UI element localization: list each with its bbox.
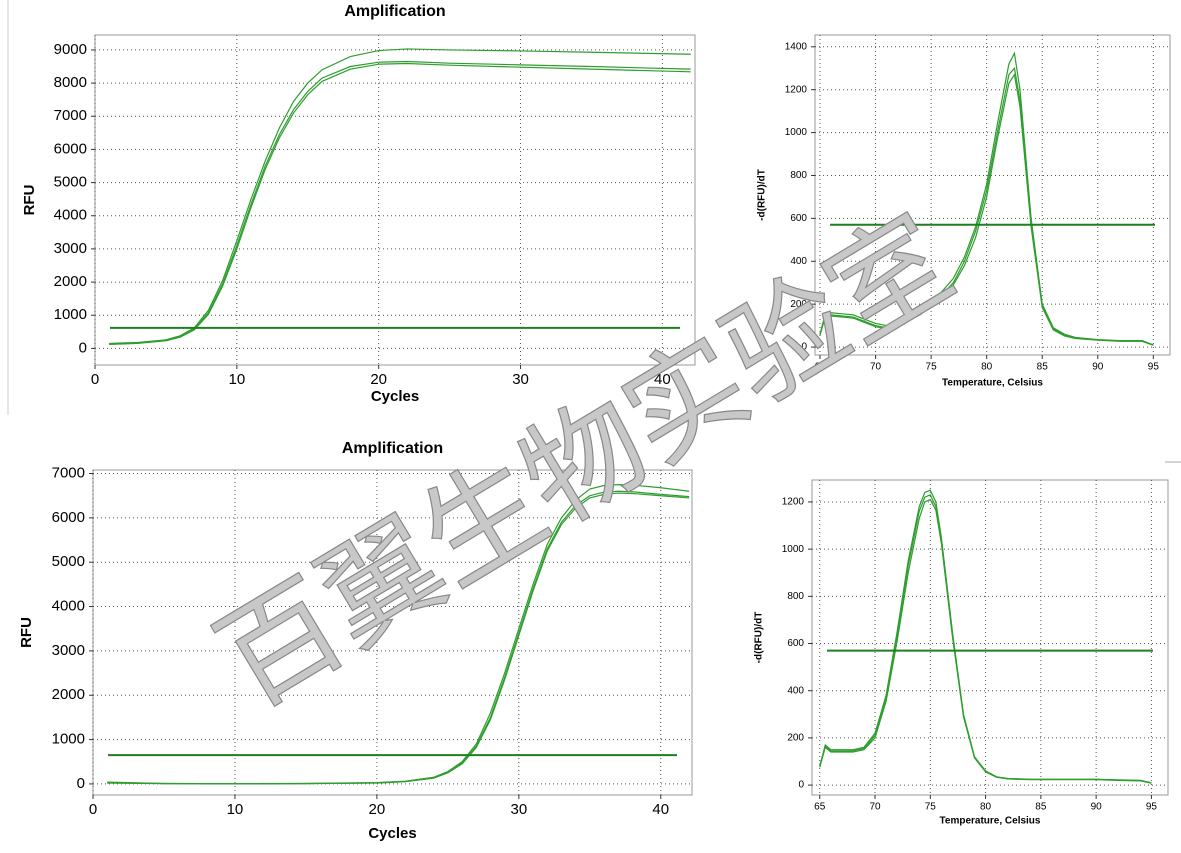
x-tick-label: 0 <box>91 371 99 388</box>
chart: 0 1000 2000 3000 4000 5000 6000 7000 0 10 20 30 40 Am… <box>18 440 693 842</box>
y-tick-label: 1000 <box>52 731 85 748</box>
y-tick-label: 1000 <box>782 544 805 555</box>
y-tick-label: 0 <box>79 339 87 356</box>
x-tick-label: 20 <box>370 371 387 388</box>
x-tick-label: 65 <box>814 362 826 373</box>
x-axis-label: Temperature, Celsius <box>942 378 1043 389</box>
y-tick-label: 800 <box>787 591 804 602</box>
y-tick-label: 5000 <box>52 553 85 570</box>
y-tick-label: 600 <box>790 213 807 224</box>
x-tick-label: 30 <box>512 371 529 388</box>
x-tick-label: 80 <box>980 802 992 813</box>
y-tick-label: 6000 <box>54 140 87 157</box>
y-tick-label: 2000 <box>52 686 85 703</box>
plot-frame <box>92 469 693 796</box>
x-tick-label: 30 <box>510 801 527 818</box>
chart: 0 200 400 600 800 1000 1200 1400 65 70 75 80 85 90 95 T… <box>757 34 1171 389</box>
y-tick-label: 8000 <box>54 74 87 91</box>
x-tick-label: 40 <box>652 801 669 818</box>
x-tick-label: 95 <box>1148 362 1160 373</box>
y-tick-label: 0 <box>801 342 807 353</box>
chart-title: Amplification <box>344 3 445 20</box>
y-tick-label: 5000 <box>54 174 87 191</box>
y-tick-label: 1000 <box>785 127 808 138</box>
chart-title: Amplification <box>342 440 443 457</box>
x-tick-label: 0 <box>89 801 97 818</box>
y-tick-label: 200 <box>790 299 807 310</box>
y-tick-label: 400 <box>787 685 804 696</box>
y-axis-label: RFU <box>21 185 38 216</box>
y-tick-label: 0 <box>798 780 804 791</box>
x-tick-label: 65 <box>814 802 826 813</box>
plot-frame <box>814 34 1171 356</box>
curve <box>109 48 691 345</box>
x-tick-label: 70 <box>870 362 882 373</box>
curve <box>109 62 691 346</box>
y-axis-label: -d(RFU)/dT <box>757 169 768 221</box>
x-tick-label: 40 <box>654 371 671 388</box>
curve <box>819 498 1152 784</box>
y-tick-label: 1000 <box>54 306 87 323</box>
y-tick-label: 3000 <box>54 240 87 257</box>
y-tick-label: 0 <box>77 775 85 792</box>
curve <box>107 492 690 785</box>
chart: 0 200 400 600 800 1000 1200 65 70 75 80 85 90 95 Tempe… <box>754 479 1169 827</box>
x-tick-label: 90 <box>1091 802 1103 813</box>
x-axis-label: Cycles <box>371 388 419 405</box>
curve <box>819 73 1154 346</box>
x-tick-label: 75 <box>925 802 937 813</box>
chart: 0 1000 2000 3000 4000 5000 6000 7000 8000 9000 0 10… <box>21 3 696 405</box>
y-axis-label: RFU <box>18 617 35 648</box>
y-tick-label: 4000 <box>54 207 87 224</box>
y-tick-label: 9000 <box>54 41 87 58</box>
x-tick-label: 90 <box>1092 362 1104 373</box>
x-tick-label: 95 <box>1146 802 1158 813</box>
y-tick-label: 1200 <box>782 497 805 508</box>
plot-frame <box>94 34 696 366</box>
y-axis-label: -d(RFU)/dT <box>754 612 765 664</box>
y-tick-label: 200 <box>787 733 804 744</box>
y-tick-label: 1400 <box>785 41 808 52</box>
y-tick-label: 1200 <box>785 84 808 95</box>
x-axis-label: Temperature, Celsius <box>940 816 1041 827</box>
y-tick-label: 7000 <box>52 465 85 482</box>
y-tick-label: 4000 <box>52 598 85 615</box>
y-tick-label: 400 <box>790 256 807 267</box>
x-axis-label: Cycles <box>368 825 416 842</box>
x-tick-label: 75 <box>926 362 938 373</box>
y-tick-label: 3000 <box>52 642 85 659</box>
plot-frame <box>811 479 1169 796</box>
curve <box>109 60 691 345</box>
x-tick-label: 85 <box>1037 362 1049 373</box>
y-tick-label: 6000 <box>52 509 85 526</box>
y-tick-label: 800 <box>790 170 807 181</box>
x-tick-label: 80 <box>981 362 993 373</box>
y-tick-label: 2000 <box>54 273 87 290</box>
x-tick-label: 20 <box>369 801 386 818</box>
x-tick-label: 70 <box>869 802 881 813</box>
x-tick-label: 10 <box>227 801 244 818</box>
x-tick-label: 85 <box>1035 802 1047 813</box>
y-tick-label: 7000 <box>54 107 87 124</box>
curve <box>819 51 1154 346</box>
y-tick-label: 600 <box>787 638 804 649</box>
x-tick-label: 10 <box>229 371 246 388</box>
